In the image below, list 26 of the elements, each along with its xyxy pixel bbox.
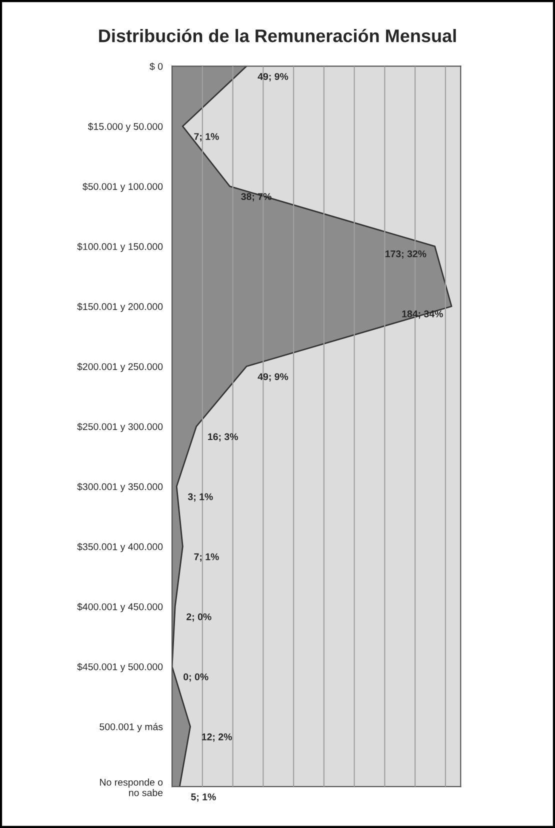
y-tick-label: $15.000 y 50.000 <box>88 122 163 132</box>
data-label: 7; 1% <box>194 553 219 562</box>
data-label: 184; 34% <box>402 310 443 319</box>
y-tick-label: $100.001 y 150.000 <box>77 242 163 252</box>
y-tick-label: $150.001 y 200.000 <box>77 302 163 312</box>
data-label: 3; 1% <box>188 493 213 502</box>
y-tick-label: No responde o no sabe <box>100 778 163 796</box>
data-label: 0; 0% <box>184 673 208 682</box>
y-tick-label: $200.001 y 250.000 <box>77 362 163 372</box>
y-tick-label: 500.001 y más <box>100 722 163 732</box>
y-tick-label: $ 0 <box>150 62 163 70</box>
data-label: 7; 1% <box>194 133 219 142</box>
chart-title: Distribución de la Remuneración Mensual <box>99 28 456 42</box>
y-tick-label: $300.001 y 350.000 <box>77 482 163 492</box>
data-label: 49; 9% <box>258 373 288 382</box>
data-label: 49; 9% <box>258 73 288 82</box>
data-label: 173; 32% <box>385 250 426 259</box>
y-tick-label: $350.001 y 400.000 <box>77 542 163 552</box>
data-label: 12; 2% <box>202 733 232 742</box>
data-label: 2; 0% <box>186 613 212 622</box>
data-label: 16; 3% <box>208 433 238 442</box>
y-tick-label: $50.001 y 100.000 <box>82 182 163 192</box>
y-tick-label: $450.001 y 500.000 <box>77 662 163 672</box>
y-tick-label: $250.001 y 300.000 <box>77 422 163 432</box>
y-tick-label: $400.001 y 450.000 <box>77 602 163 612</box>
data-label: 5; 1% <box>191 793 216 802</box>
